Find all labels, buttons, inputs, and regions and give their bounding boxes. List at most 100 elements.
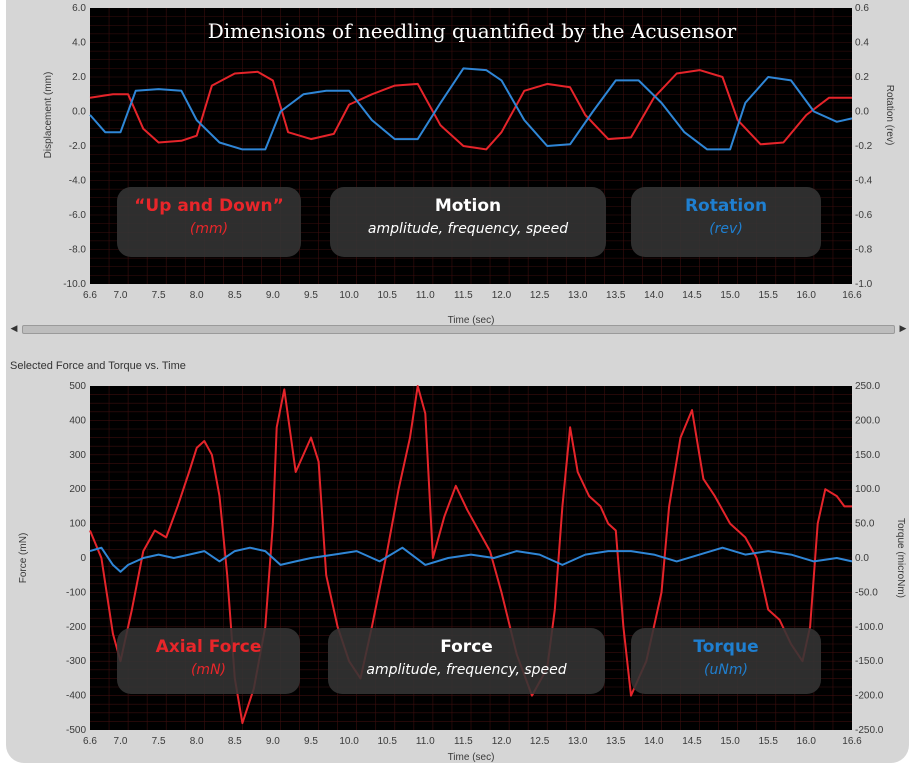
- top-left-ticks: 6.0 4.0 2.0 0.0 -2.0 -4.0 -6.0 -8.0 -10.0: [63, 3, 86, 290]
- bottom-right-tick: 250.0: [855, 381, 880, 392]
- top-right-axis-label: Rotation (rev): [884, 85, 895, 146]
- top-box-up-down-heading: “Up and Down”: [134, 196, 284, 216]
- bottom-right-tick: 50.0: [855, 519, 875, 530]
- bottom-right-tick: -250.0: [855, 725, 884, 736]
- bottom-box-axial-force: Axial Force (mN): [117, 628, 300, 694]
- bottom-x-tick: 15.0: [720, 736, 740, 747]
- bottom-x-tick: 11.5: [454, 736, 473, 747]
- top-left-tick: -6.0: [69, 210, 87, 221]
- bottom-right-axis-label: Torque (microNm): [895, 518, 906, 598]
- top-box-rotation-heading: Rotation: [684, 196, 768, 216]
- top-series: [89, 67, 853, 151]
- top-left-tick: 0.0: [72, 107, 86, 118]
- top-x-tick: 8.5: [228, 290, 242, 301]
- top-box-motion-sub: amplitude, frequency, speed: [367, 221, 569, 237]
- bottom-left-tick: -200: [66, 622, 86, 633]
- bottom-x-tick: 13.5: [606, 736, 626, 747]
- bottom-left-tick: 100: [69, 519, 86, 530]
- top-x-ticks: 6.6 7.0 7.5 8.0 8.5 9.0 9.5 10.0 10.5 11.0 11.5 12.…: [83, 290, 862, 301]
- horizontal-scrollbar[interactable]: ◀ ▶: [8, 322, 909, 336]
- top-right-tick: 0.6: [855, 3, 869, 14]
- top-series-right-line: [89, 67, 853, 151]
- top-left-tick: -4.0: [69, 176, 87, 187]
- bottom-box-torque-sub: (uNm): [704, 662, 748, 678]
- bottom-right-tick: -50.0: [855, 587, 878, 598]
- top-left-tick: 4.0: [72, 38, 86, 49]
- top-right-tick: -0.6: [855, 210, 873, 221]
- bottom-right-tick: 0.0: [855, 553, 869, 564]
- top-right-tick: -0.2: [855, 141, 873, 152]
- top-x-tick: 11.0: [416, 290, 435, 301]
- bottom-left-tick: 0: [80, 553, 86, 564]
- top-x-tick: 16.6: [842, 290, 862, 301]
- scroll-track[interactable]: [22, 325, 895, 334]
- top-x-tick: 14.5: [682, 290, 702, 301]
- bottom-left-tick: 300: [69, 450, 86, 461]
- top-x-tick: 13.0: [568, 290, 588, 301]
- bottom-x-tick: 10.0: [339, 736, 359, 747]
- top-left-tick: -10.0: [63, 279, 86, 290]
- bottom-box-axial-force-heading: Axial Force: [155, 637, 262, 657]
- top-x-tick: 13.5: [606, 290, 626, 301]
- scroll-right-arrow-icon[interactable]: ▶: [899, 324, 907, 334]
- top-series-left-line: [89, 69, 852, 151]
- bottom-left-tick: -300: [66, 656, 86, 667]
- top-x-tick: 9.0: [266, 290, 280, 301]
- top-x-tick: 9.5: [304, 290, 318, 301]
- bottom-left-tick: 400: [69, 415, 86, 426]
- bottom-right-tick: 200.0: [855, 415, 880, 426]
- top-x-tick: 10.0: [339, 290, 359, 301]
- bottom-left-axis-label: Force (mN): [18, 533, 29, 584]
- top-right-tick: -0.8: [855, 245, 873, 256]
- bottom-x-tick: 14.0: [644, 736, 664, 747]
- bottom-x-tick: 8.5: [228, 736, 242, 747]
- top-right-tick: 0.0: [855, 107, 869, 118]
- bottom-right-tick: 100.0: [855, 484, 880, 495]
- bottom-left-ticks: 500 400 300 200 100 0 -100 -200 -300 -400 -500: [66, 381, 86, 736]
- bottom-x-tick: 16.0: [797, 736, 817, 747]
- scroll-left-arrow-icon[interactable]: ◀: [10, 324, 18, 334]
- top-box-rotation-sub: (rev): [709, 221, 743, 237]
- bottom-series: [89, 385, 853, 725]
- top-box-motion: Motion amplitude, frequency, speed: [330, 187, 606, 257]
- bottom-box-axial-force-sub: (mN): [190, 662, 227, 678]
- top-x-tick: 12.5: [530, 290, 550, 301]
- top-left-axis-label: Displacement (mm): [43, 72, 54, 159]
- bottom-left-tick: 200: [69, 484, 86, 495]
- top-right-tick: 0.2: [855, 72, 869, 83]
- bottom-series-right-line: [89, 546, 853, 573]
- top-right-tick: 0.4: [855, 38, 869, 49]
- bottom-left-tick: -400: [66, 691, 86, 702]
- bottom-right-tick: -150.0: [855, 656, 884, 667]
- bottom-box-force-sub: amplitude, frequency, speed: [366, 662, 567, 678]
- top-x-tick: 7.0: [114, 290, 128, 301]
- bottom-x-tick: 10.5: [377, 736, 397, 747]
- figure-panel: 6.0 4.0 2.0 0.0 -2.0 -4.0 -6.0 -8.0 -10.0 0.6 0.4…: [6, 0, 909, 763]
- bottom-chart-title: Selected Force and Torque vs. Time: [10, 360, 186, 372]
- top-x-tick: 10.5: [377, 290, 397, 301]
- top-x-tick: 16.0: [797, 290, 817, 301]
- top-x-tick: 8.0: [190, 290, 204, 301]
- top-x-tick: 6.6: [83, 290, 97, 301]
- bottom-x-tick: 7.0: [114, 736, 128, 747]
- top-box-up-down-sub: (mm): [189, 221, 229, 237]
- bottom-x-tick: 8.0: [190, 736, 204, 747]
- top-box-rotation: Rotation (rev): [631, 187, 821, 257]
- bottom-right-tick: -200.0: [855, 691, 884, 702]
- bottom-right-tick: 150.0: [855, 450, 880, 461]
- bottom-x-tick: 7.5: [152, 736, 166, 747]
- top-x-tick: 12.0: [492, 290, 512, 301]
- top-x-tick: 15.5: [758, 290, 778, 301]
- top-right-tick: -1.0: [855, 279, 873, 290]
- bottom-x-tick: 6.6: [83, 736, 97, 747]
- bottom-box-force: Force amplitude, frequency, speed: [328, 628, 605, 694]
- bottom-left-tick: -500: [66, 725, 86, 736]
- bottom-x-tick: 12.0: [492, 736, 512, 747]
- bottom-left-tick: -100: [66, 587, 86, 598]
- top-right-ticks: 0.6 0.4 0.2 0.0 -0.2 -0.4 -0.6 -0.8 -1.0: [855, 3, 873, 290]
- bottom-box-torque-heading: Torque: [693, 637, 759, 657]
- top-x-axis-label: Time (sec): [448, 315, 495, 326]
- bottom-x-tick: 11.0: [416, 736, 435, 747]
- bottom-x-tick: 13.0: [568, 736, 588, 747]
- top-left-tick: 2.0: [72, 72, 86, 83]
